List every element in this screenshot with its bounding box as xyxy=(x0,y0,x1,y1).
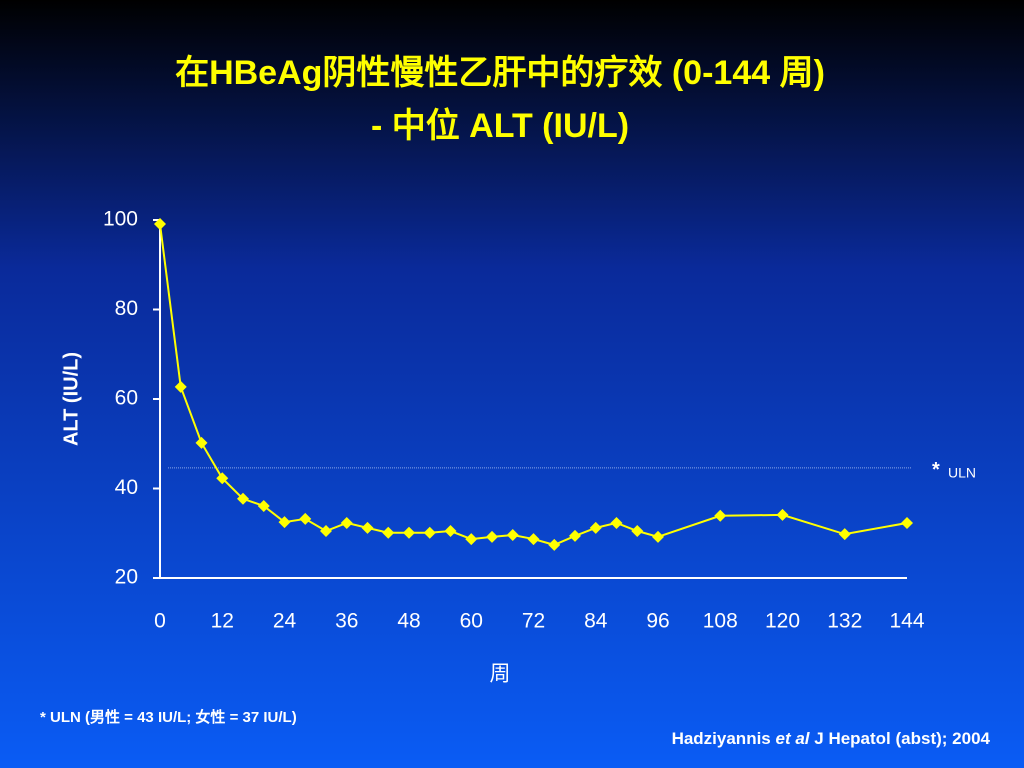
data-point xyxy=(589,521,602,534)
title-line: - 中位 ALT (IU/L) xyxy=(371,107,629,145)
title-line: 在HBeAg阴性慢性乙肝中的疗效 (0-144 周) xyxy=(175,54,825,92)
plot: 20 40 60 80 100 0 12 24 36 48 60 72 84 96 108 120 132 144… xyxy=(103,208,976,633)
data-point xyxy=(776,508,789,521)
citation-rest: J Hepatol (abst); 2004 xyxy=(814,729,990,748)
citation: Hadziyannis et al J Hepatol (abst); 2004 xyxy=(672,729,991,748)
footnote: * ULN (男性 = 43 IU/L; 女性 = 37 IU/L) xyxy=(40,708,297,726)
data-point xyxy=(527,533,540,546)
y-tick-label: 80 xyxy=(115,297,138,320)
citation-author: Hadziyannis xyxy=(672,729,771,748)
reference-label: ULN xyxy=(948,465,976,481)
data-point xyxy=(216,472,229,485)
data-point xyxy=(444,525,457,538)
data-point xyxy=(569,529,581,542)
data-point xyxy=(195,436,208,449)
data-point xyxy=(714,509,727,522)
y-tick-label: 60 xyxy=(115,387,138,410)
data-point xyxy=(486,530,498,543)
data-point xyxy=(154,218,166,231)
data-point xyxy=(610,516,623,529)
x-tick-label: 36 xyxy=(335,610,358,633)
data-point xyxy=(403,526,415,539)
y-tick-label: 100 xyxy=(103,208,138,231)
x-tick-label: 72 xyxy=(522,610,545,633)
data-point xyxy=(299,512,312,525)
x-tick-label: 132 xyxy=(827,610,862,633)
y-tick-label: 20 xyxy=(115,566,138,589)
x-axis-label: 周 xyxy=(490,663,511,686)
x-tick-label: 84 xyxy=(584,610,608,633)
x-tick-label: 144 xyxy=(889,610,924,633)
data-point xyxy=(506,529,519,542)
citation-etal: et al xyxy=(776,729,811,748)
data-point xyxy=(361,521,374,534)
data-point xyxy=(278,516,291,529)
x-tick-label: 60 xyxy=(460,610,483,633)
data-point xyxy=(548,538,561,551)
x-tick-label: 108 xyxy=(703,610,738,633)
y-axis-label: ALT (IU/L) xyxy=(60,352,82,446)
data-point xyxy=(901,516,913,529)
data-point xyxy=(631,525,644,538)
data-point xyxy=(382,526,395,539)
x-tick-label: 96 xyxy=(646,610,669,633)
x-tick-label: 24 xyxy=(273,610,297,633)
x-tick-label: 0 xyxy=(154,610,166,633)
data-point xyxy=(320,525,332,538)
y-tick-label: 40 xyxy=(115,476,138,499)
x-tick-label: 48 xyxy=(397,610,420,633)
data-point xyxy=(423,526,436,539)
reference-marker: * xyxy=(932,459,940,481)
data-point xyxy=(652,530,664,543)
data-point xyxy=(340,516,353,529)
x-tick-label: 12 xyxy=(211,610,234,633)
data-point xyxy=(237,492,249,505)
x-tick-label: 120 xyxy=(765,610,800,633)
data-point xyxy=(257,499,270,512)
data-point xyxy=(838,528,851,541)
data-point xyxy=(174,380,187,393)
data-point xyxy=(465,533,478,546)
